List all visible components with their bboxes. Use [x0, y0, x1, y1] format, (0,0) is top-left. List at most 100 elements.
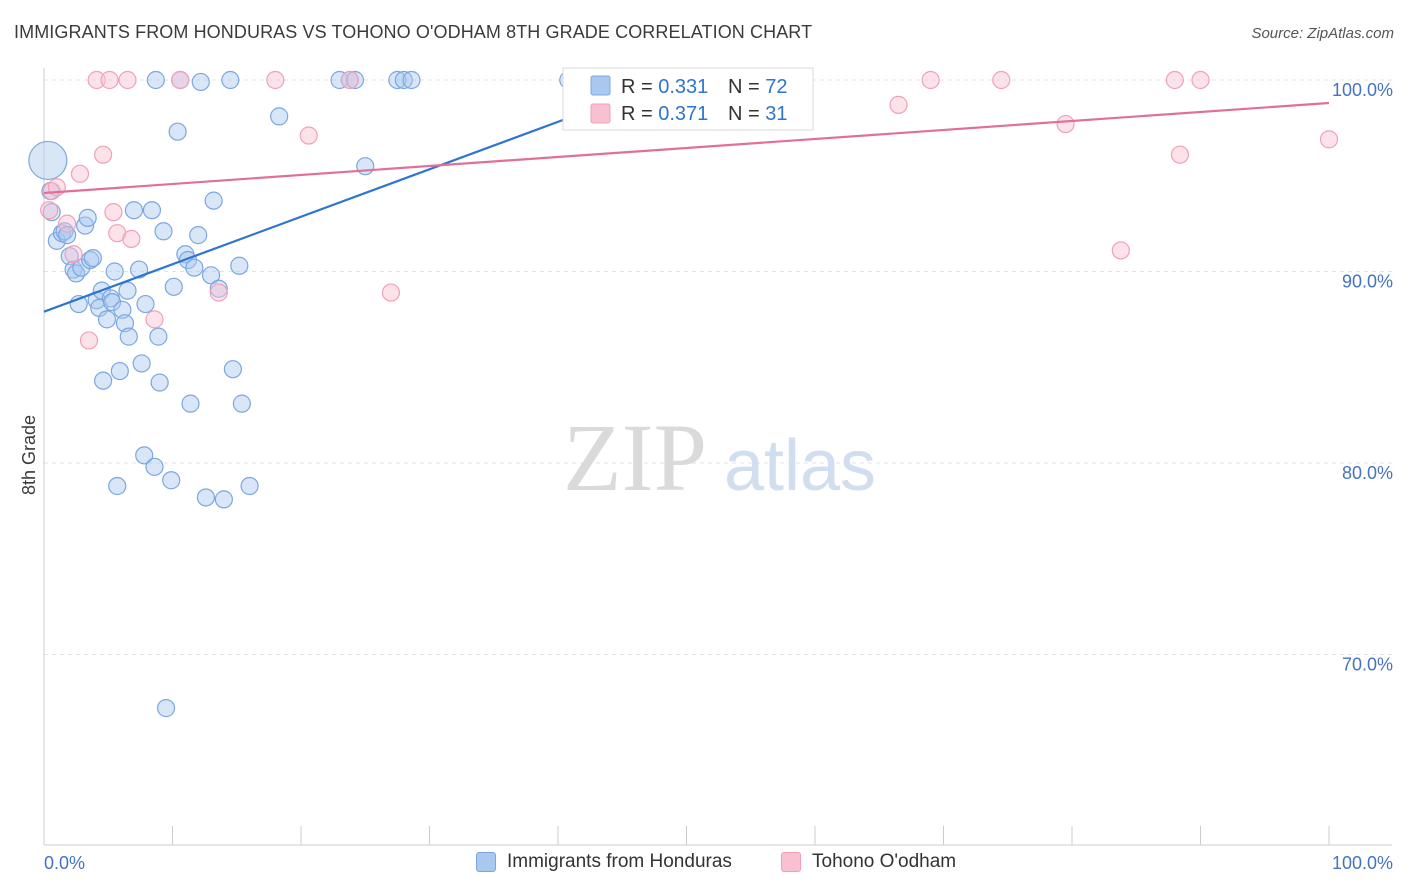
svg-text:R = 0.371: R = 0.371 — [621, 103, 708, 125]
point-tohono-5 — [70, 164, 90, 183]
point-honduras-60 — [270, 107, 289, 126]
point-honduras-29 — [119, 327, 138, 346]
point-tohono-17 — [266, 70, 285, 90]
point-honduras-42 — [164, 277, 183, 296]
point-tohono-30 — [1319, 130, 1339, 149]
point-tohono-25 — [1056, 114, 1075, 134]
legend-label-honduras: Immigrants from Honduras — [507, 851, 732, 872]
legend-r-value-1: 0.331 — [658, 76, 708, 98]
watermark-zip: ZIP — [563, 404, 707, 511]
point-honduras-23 — [105, 262, 124, 281]
point-tohono-10 — [104, 203, 123, 222]
point-honduras-59 — [240, 476, 259, 496]
point-honduras-14 — [81, 250, 100, 270]
point-honduras-50 — [191, 72, 210, 92]
watermark: ZIP atlas — [563, 404, 876, 511]
legend-n-value-2: 31 — [765, 103, 787, 125]
point-honduras-65 — [345, 70, 365, 90]
point-honduras-25 — [110, 361, 129, 381]
point-tohono-6 — [79, 331, 99, 350]
trend-line-tohono — [43, 101, 1330, 195]
point-honduras-39 — [154, 222, 173, 241]
point-honduras-58 — [232, 394, 251, 413]
point-honduras-30 — [124, 201, 144, 220]
point-honduras-55 — [214, 490, 233, 509]
point-tohono-20 — [381, 283, 401, 302]
point-honduras-20 — [97, 310, 117, 329]
point-honduras-0 — [28, 140, 68, 181]
point-honduras-24 — [108, 476, 127, 496]
legend-item-tohono: Tohono O'odham — [781, 851, 956, 873]
y-tick-label-80: 80.0% — [1342, 463, 1393, 483]
point-tohono-7 — [87, 70, 106, 90]
point-honduras-15 — [83, 248, 102, 268]
point-tohono-3 — [58, 214, 77, 233]
y-tick-label-70: 70.0% — [1342, 655, 1393, 675]
point-tohono-24 — [992, 70, 1011, 90]
point-honduras-57 — [230, 256, 249, 275]
point-honduras-54 — [209, 279, 228, 298]
point-honduras-34 — [136, 294, 155, 314]
point-honduras-40 — [156, 699, 176, 718]
point-honduras-2 — [42, 203, 61, 222]
point-tohono-19 — [340, 70, 359, 90]
legend-label-tohono: Tohono O'odham — [812, 851, 957, 872]
svg-text:N = 31: N = 31 — [728, 103, 788, 125]
point-honduras-61 — [146, 70, 165, 90]
point-honduras-35 — [142, 201, 162, 220]
y-tick-labels: 70.0% 80.0% 90.0% 100.0% — [1332, 80, 1393, 675]
legend-swatch-tohono-bottom — [781, 852, 801, 872]
point-tohono-16 — [209, 283, 228, 302]
point-honduras-63 — [330, 70, 349, 90]
point-honduras-53 — [204, 191, 223, 210]
point-tohono-4 — [64, 245, 83, 264]
point-honduras-37 — [149, 327, 168, 346]
x-tick-label-0: 0.0% — [44, 853, 85, 873]
y-axis-label: 8th Grade — [19, 415, 39, 495]
y-tick-label-100: 100.0% — [1332, 80, 1393, 100]
point-honduras-22 — [103, 293, 122, 312]
legend-r-label-1: R = — [621, 76, 658, 98]
point-tohono-23 — [921, 70, 940, 90]
legend-r-label-2: R = — [621, 103, 658, 125]
point-honduras-48 — [185, 258, 204, 277]
point-tohono-15 — [171, 70, 190, 90]
point-tohono-26 — [1111, 241, 1130, 260]
point-honduras-47 — [181, 394, 200, 413]
point-tohono-8 — [94, 145, 113, 164]
point-tohono-14 — [145, 310, 164, 329]
point-tohono-22 — [889, 95, 908, 114]
legend-n-value-1: 72 — [765, 76, 787, 98]
point-honduras-32 — [132, 354, 151, 373]
svg-text:R = 0.331: R = 0.331 — [621, 76, 708, 98]
y-tick-label-90: 90.0% — [1342, 272, 1393, 292]
point-tohono-28 — [1170, 145, 1190, 164]
point-honduras-66 — [356, 157, 375, 176]
point-honduras-49 — [189, 226, 208, 245]
legend-r-value-2: 0.371 — [658, 103, 708, 125]
point-honduras-56 — [223, 360, 242, 379]
point-honduras-9 — [67, 264, 86, 283]
legend-swatch-honduras — [590, 75, 611, 96]
point-tohono-9 — [100, 70, 119, 90]
point-honduras-31 — [129, 260, 149, 279]
point-honduras-51 — [196, 488, 216, 507]
legend-item-honduras: Immigrants from Honduras — [476, 851, 732, 873]
x-tick-label-100: 100.0% — [1332, 853, 1393, 873]
watermark-atlas: atlas — [724, 426, 876, 506]
chart-source: Source: ZipAtlas.com — [1251, 25, 1394, 42]
point-honduras-68 — [394, 70, 413, 90]
point-honduras-41 — [162, 471, 181, 490]
point-honduras-36 — [145, 457, 164, 476]
point-honduras-67 — [388, 70, 407, 90]
point-honduras-26 — [113, 300, 132, 319]
legend-swatch-tohono — [590, 103, 611, 124]
legend-swatch-honduras-bottom — [476, 852, 496, 872]
point-honduras-28 — [118, 281, 137, 300]
point-honduras-27 — [115, 314, 135, 333]
point-tohono-12 — [118, 70, 137, 90]
axes — [43, 68, 1392, 846]
point-honduras-19 — [94, 371, 113, 390]
legend-n-label-2: N = — [728, 103, 765, 125]
trend-lines — [43, 82, 1330, 313]
